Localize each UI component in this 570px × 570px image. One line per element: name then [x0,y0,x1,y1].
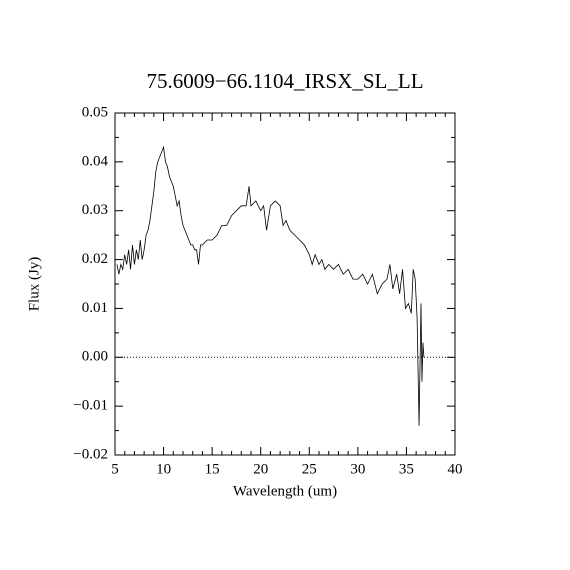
x-tick-label: 20 [253,461,268,477]
x-tick-label: 35 [399,461,414,477]
x-tick-label: 15 [205,461,220,477]
y-tick-label: 0.02 [82,251,108,267]
x-tick-label: 25 [302,461,317,477]
x-tick-label: 10 [156,461,171,477]
y-axis-label: Flux (Jy) [26,257,42,312]
x-tick-label: 40 [448,461,463,477]
y-tick-label: 0.03 [82,202,108,218]
x-tick-label: 5 [111,461,119,477]
y-tick-label: −0.01 [73,398,108,414]
y-tick-label: 0.04 [82,153,109,169]
x-axis-label: Wavelength (um) [233,483,337,499]
y-tick-label: 0.05 [82,104,108,120]
chart-title: 75.6009−66.1104_IRSX_SL_LL [146,69,423,93]
spectrum-line [116,145,425,426]
x-tick-label: 30 [350,461,365,477]
y-tick-label: 0.01 [82,300,108,316]
y-tick-label: 0.00 [82,349,108,365]
y-tick-label: −0.02 [73,446,108,462]
